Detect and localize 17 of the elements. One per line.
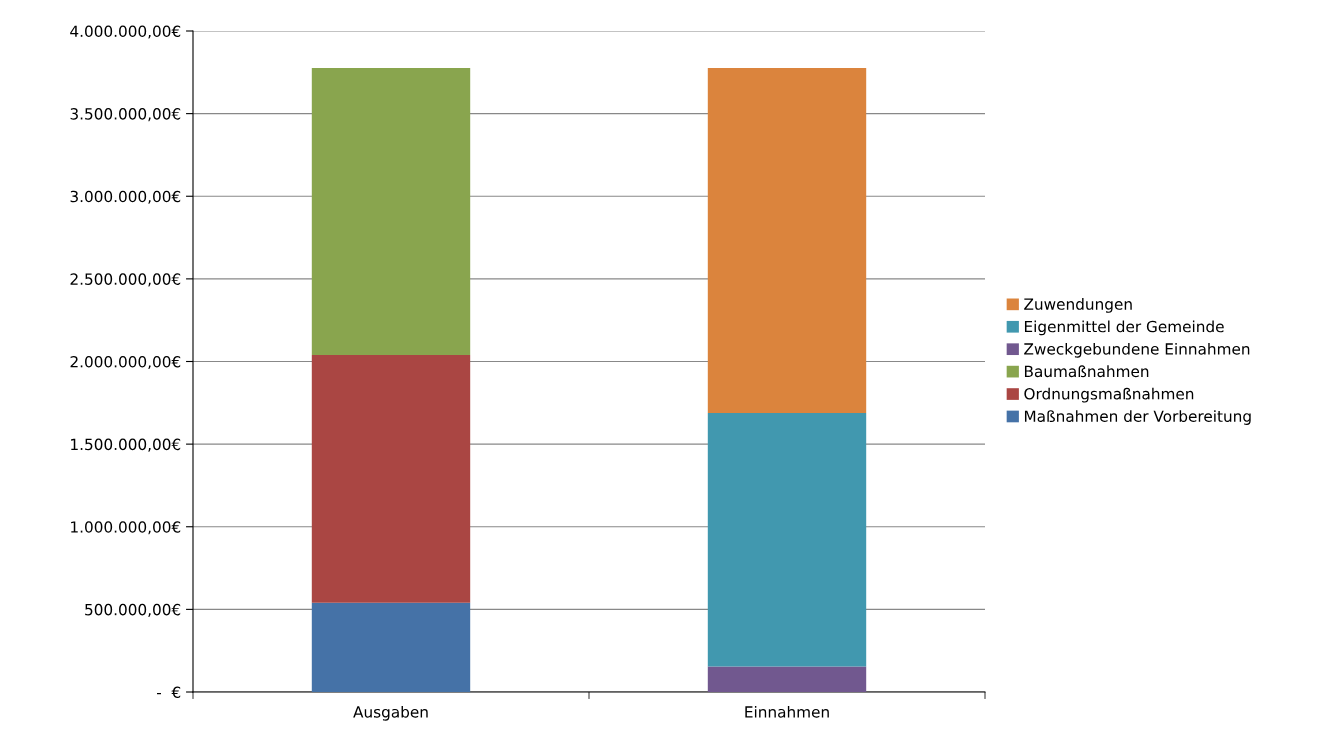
y-tick-label: 2.000.000,00€	[70, 355, 181, 370]
legend-label: Eigenmittel der Gemeinde	[1024, 320, 1224, 336]
legend-label: Ordnungsmaßnahmen	[1024, 387, 1194, 403]
y-tick-label: 4.000.000,00€	[70, 25, 181, 39]
legend-label: Baumaßnahmen	[1024, 365, 1149, 378]
x-tick-label: Einnahmen	[745, 705, 829, 718]
y-tick-label: 1.500.000,00€	[71, 438, 181, 452]
legend-label: Zweckgebundene Einnahmen	[1024, 342, 1250, 358]
y-tick-label: 500.000,00€	[85, 603, 181, 617]
y-tick-label: - €	[157, 686, 181, 699]
legend-label: Zuwendungen	[1024, 298, 1132, 313]
y-tick-label: 3.500.000,00€	[70, 108, 181, 122]
y-tick-label: 3.000.000,00€	[70, 190, 181, 204]
legend-label: Maßnahmen der Vorbereitung	[1024, 410, 1251, 425]
y-tick-label: 1.000.000,00€	[71, 521, 181, 535]
y-tick-label: 2.500.000,00€	[70, 273, 181, 287]
x-tick-label: Ausgaben	[353, 705, 428, 721]
